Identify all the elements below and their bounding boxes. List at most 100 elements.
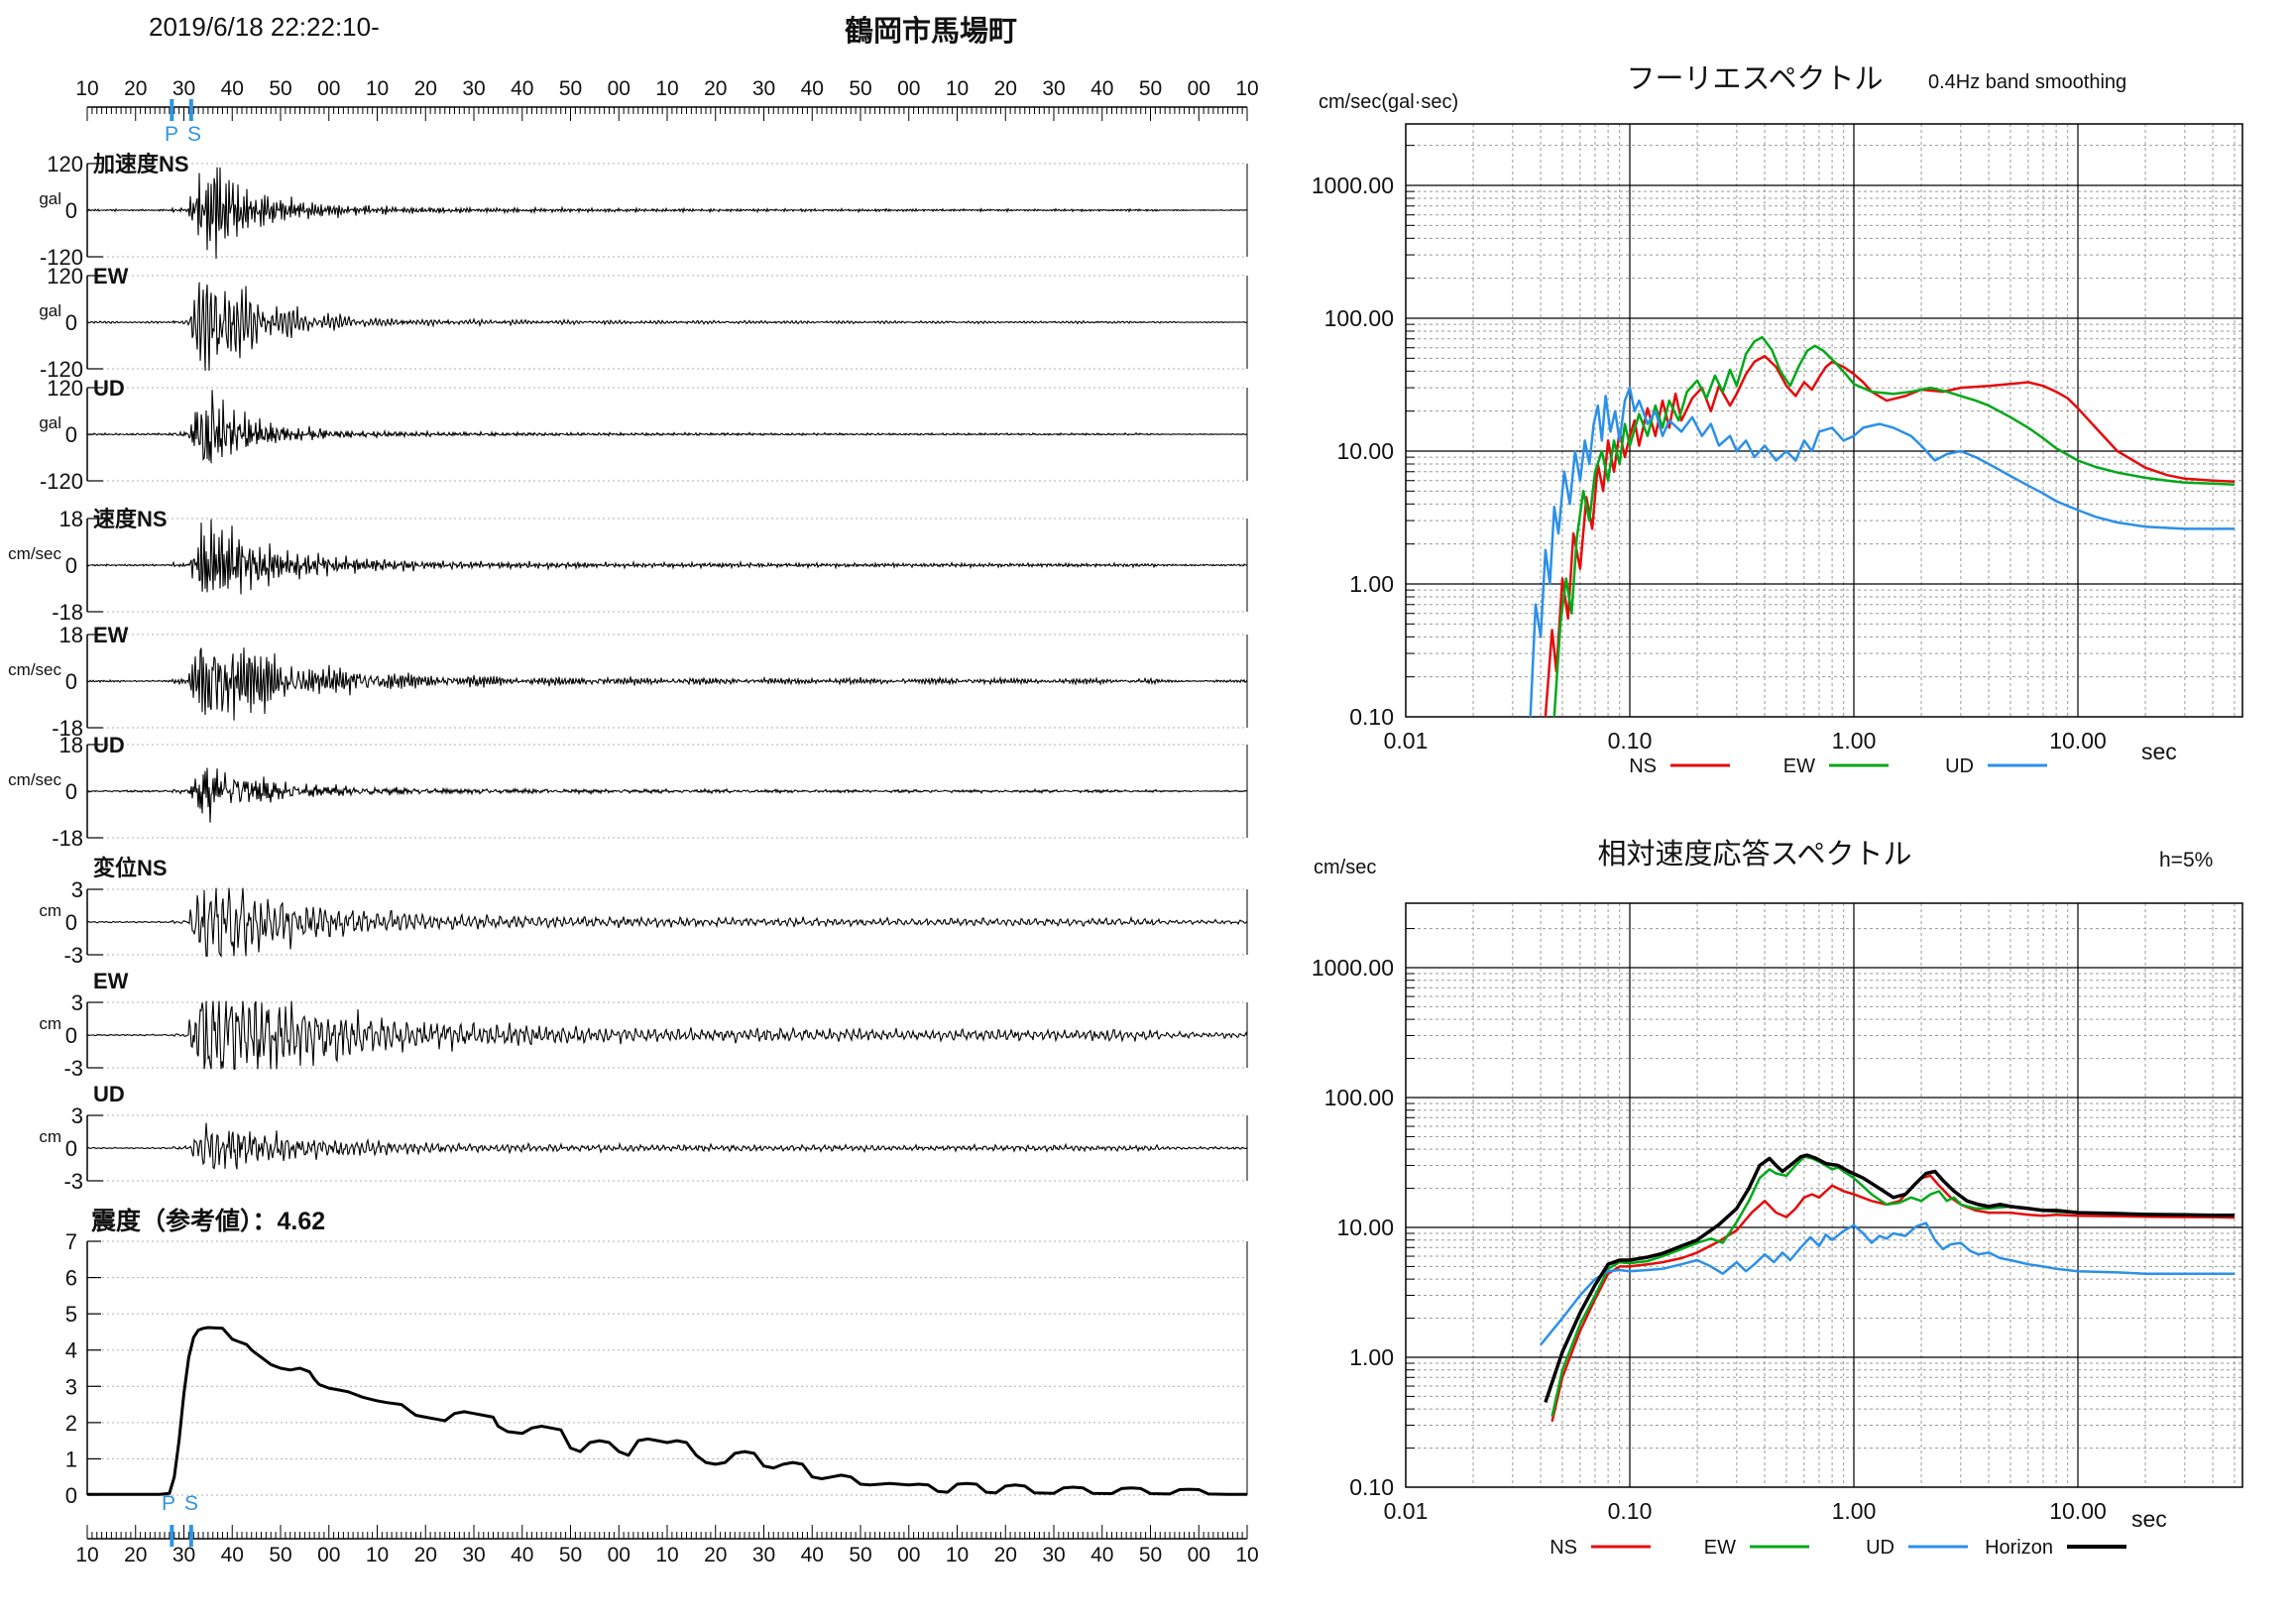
intensity-tick-label: 6 <box>65 1266 77 1291</box>
waveform-panel-disp-ns: 変位NS 3 -3 0cm <box>39 856 1248 968</box>
legend-label-ns: NS <box>1550 1537 1577 1559</box>
intensity-trace <box>87 1326 1247 1496</box>
panel-min-label: -3 <box>63 1169 83 1194</box>
panel-title: 変位NS <box>93 856 168 880</box>
y-axis-tick-label: 1.00 <box>1349 1344 1394 1370</box>
y-axis-tick-label: 10.00 <box>1336 438 1394 464</box>
time-tick-label: 50 <box>1139 1544 1162 1566</box>
waveform-trace-accel-ns <box>86 167 1248 259</box>
panel-max-label: 3 <box>71 990 83 1015</box>
time-tick-label: 30 <box>462 1544 485 1566</box>
panel-max-label: 18 <box>59 623 83 647</box>
y-axis-tick-label: 1000.00 <box>1312 955 1394 981</box>
plot-frame <box>1405 123 2243 718</box>
panel-unit-label: cm/sec <box>8 660 61 679</box>
waveform-trace-accel-ud <box>86 390 1248 464</box>
time-tick-label: 40 <box>1091 1544 1113 1566</box>
intensity-tick-label: 4 <box>65 1338 77 1363</box>
panel-max-label: 120 <box>47 264 83 289</box>
top-time-ruler: 10 20 30 40 50 00 10 20 30 40 50 00 10 20 30 40 50 00 10 20… <box>75 77 1259 121</box>
fourier-title: フーリエスペクトル <box>1626 63 1884 95</box>
panel-title: UD <box>93 376 125 401</box>
response-damping-note: h=5% <box>2159 849 2214 871</box>
y-axis-tick-label: 100.00 <box>1324 1085 1394 1110</box>
time-tick-label: 10 <box>366 77 389 100</box>
fourier-smoothing-note: 0.4Hz band smoothing <box>1928 71 2127 93</box>
plot-frame <box>1405 902 2243 1488</box>
bottom-time-ruler: 10 20 30 40 50 00 10 20 30 40 50 00 10 20 30 40 50 00 10 20… <box>75 1525 1259 1566</box>
panel-min-label: -18 <box>52 826 83 851</box>
y-axis-tick-label: 10.00 <box>1336 1215 1394 1240</box>
time-tick-label: 40 <box>1091 77 1113 100</box>
legend-label-ud: UD <box>1866 1537 1894 1559</box>
panel-max-label: 120 <box>47 152 83 176</box>
response-spectrum-plot-curve-horizon <box>1544 1153 2235 1403</box>
panel-zero-label: 0 <box>65 910 77 935</box>
s-wave-marker-tick <box>188 99 193 121</box>
time-tick-label: 30 <box>172 1544 195 1566</box>
waveform-trace-vel-ew <box>86 647 1248 721</box>
time-tick-label: 50 <box>559 77 582 100</box>
panel-unit-label: cm <box>39 1014 61 1033</box>
panel-title: EW <box>93 969 129 993</box>
time-tick-label: 00 <box>608 1544 631 1566</box>
time-tick-label: 40 <box>221 77 244 100</box>
panel-max-label: 18 <box>59 733 83 757</box>
time-tick-label: 20 <box>704 1544 727 1566</box>
x-axis-tick-label: 0.10 <box>1608 728 1653 754</box>
panel-title: UD <box>93 1082 125 1106</box>
x-axis-tick-label: 0.10 <box>1608 1498 1653 1524</box>
panel-unit-label: gal <box>39 301 61 320</box>
time-tick-label: 40 <box>511 77 533 100</box>
panel-max-label: 3 <box>71 1103 83 1128</box>
time-tick-label: 00 <box>317 77 340 100</box>
legend-label-ew: EW <box>1783 755 1815 777</box>
panel-min-label: -3 <box>63 1056 83 1081</box>
waveform-trace-vel-ud <box>86 767 1248 823</box>
time-tick-label: 10 <box>75 1544 98 1566</box>
intensity-tick-label: 7 <box>65 1229 77 1254</box>
time-tick-label: 20 <box>124 77 147 100</box>
time-tick-label: 30 <box>462 77 485 100</box>
intensity-panel: 7 6 5 4 3 2 1 0 <box>65 1229 1248 1508</box>
waveform-trace-disp-ud <box>86 1122 1248 1170</box>
time-tick-label: 20 <box>704 77 727 100</box>
s-wave-marker-label-top: S <box>187 123 202 146</box>
time-tick-label: 20 <box>994 77 1017 100</box>
time-tick-label: 50 <box>849 1544 871 1566</box>
panel-min-label: -18 <box>52 600 83 625</box>
intensity-title: 震度（参考値）：4.62 <box>91 1208 326 1235</box>
time-tick-label: 10 <box>655 1544 678 1566</box>
panel-unit-label: gal <box>39 413 61 432</box>
panel-zero-label: 0 <box>65 422 77 447</box>
panel-min-label: -120 <box>40 357 83 382</box>
x-axis-tick-label: 1.00 <box>1832 1498 1877 1524</box>
y-axis-tick-label: 1.00 <box>1349 571 1394 597</box>
x-axis-tick-label: 10.00 <box>2049 1498 2107 1524</box>
p-wave-marker-tick <box>170 99 174 121</box>
panel-title: EW <box>93 264 129 289</box>
x-axis-tick-label: 1.00 <box>1832 728 1877 754</box>
time-tick-label: 10 <box>1235 1544 1258 1566</box>
legend-label-horizon: Horizon <box>1985 1537 2053 1559</box>
time-tick-label: 50 <box>849 77 871 100</box>
panel-unit-label: cm <box>39 1127 61 1146</box>
p-wave-marker-label-bottom: P <box>162 1492 176 1515</box>
panel-max-label: 120 <box>47 376 83 401</box>
time-tick-label: 40 <box>801 1544 824 1566</box>
time-tick-label: 30 <box>1042 1544 1065 1566</box>
panel-min-label: -18 <box>52 716 83 741</box>
response-title: 相対速度応答スペクトル <box>1597 839 1912 870</box>
legend-label-ns: NS <box>1629 755 1657 777</box>
time-tick-label: 00 <box>317 1544 340 1566</box>
time-tick-label: 50 <box>559 1544 582 1566</box>
time-tick-label: 50 <box>1139 77 1162 100</box>
intensity-tick-label: 2 <box>65 1411 77 1436</box>
time-tick-label: 10 <box>655 77 678 100</box>
time-tick-label: 10 <box>946 1544 969 1566</box>
panel-unit-label: gal <box>39 189 61 208</box>
intensity-tick-label: 3 <box>65 1374 77 1399</box>
intensity-tick-label: 5 <box>65 1302 77 1327</box>
